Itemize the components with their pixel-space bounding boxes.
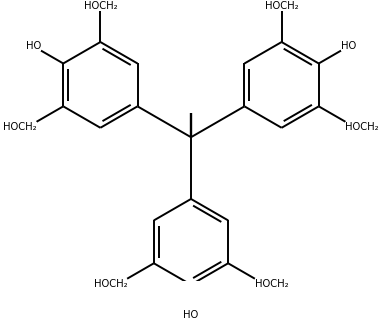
Text: HO: HO	[183, 310, 199, 318]
Text: HOCH₂: HOCH₂	[3, 122, 37, 132]
Text: HO: HO	[26, 41, 41, 51]
Text: HOCH₂: HOCH₂	[265, 1, 298, 11]
Text: HO: HO	[341, 41, 356, 51]
Text: HOCH₂: HOCH₂	[94, 279, 127, 289]
Text: HOCH₂: HOCH₂	[84, 1, 117, 11]
Text: HOCH₂: HOCH₂	[255, 279, 288, 289]
Text: HOCH₂: HOCH₂	[345, 122, 379, 132]
